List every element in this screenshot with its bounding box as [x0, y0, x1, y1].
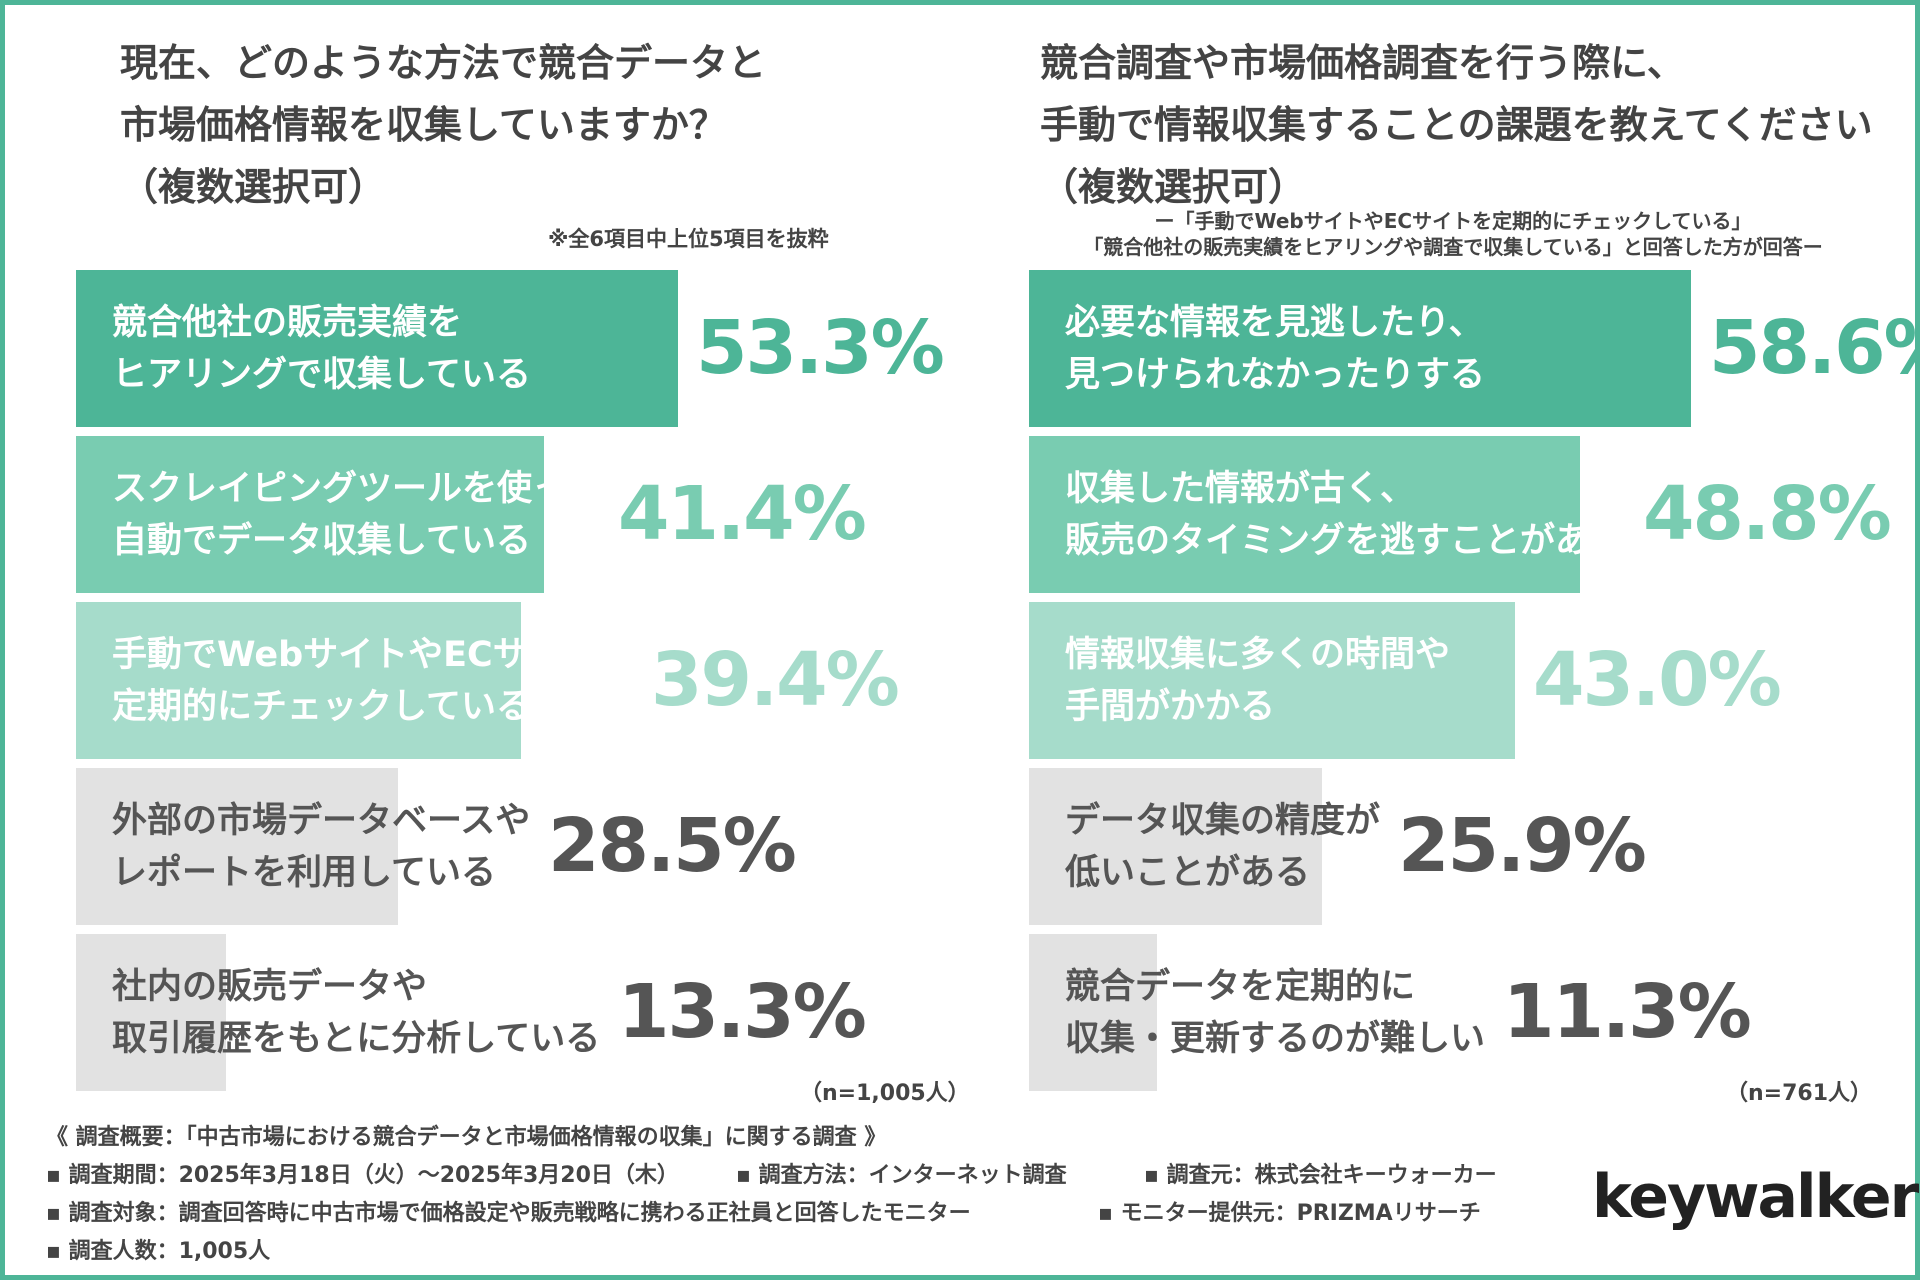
survey-period: ▪ 調査期間：2025年3月18日（火）〜2025年3月20日（木） — [46, 1163, 679, 1188]
right-bar-label-1-line-2: 見つけられなかったりする — [1065, 354, 1486, 395]
right-title-line-3: （複数選択可） — [1040, 165, 1307, 209]
right-bar-label-1-line-1: 必要な情報を見逃したり、 — [1065, 302, 1484, 343]
right-bar-label-2-line-2: 販売のタイミングを逃すことがある — [1065, 520, 1626, 561]
right-bar-1 — [1029, 270, 1691, 427]
left-bar-label-5-line-1: 社内の販売データや — [112, 966, 428, 1007]
right-note-line-1: ー「手動でWebサイトやECサイトを定期的にチェックしている」 — [1154, 209, 1752, 233]
left-bar-value-4: 28.5% — [548, 803, 797, 889]
survey-method: ▪ 調査方法：インターネット調査 — [736, 1163, 1067, 1188]
right-bar-label-5-line-1: 競合データを定期的に — [1065, 966, 1416, 1007]
right-bar-label-4: データ収集の精度が 低いことがある — [1065, 795, 1380, 899]
left-chart-note: ※全6項目中上位5項目を抜粋 — [548, 227, 829, 251]
right-bar-3 — [1029, 602, 1515, 759]
right-bar-value-5: 11.3% — [1503, 969, 1752, 1055]
keywalker-logo: keywalker — [1592, 1162, 1919, 1232]
survey-source: ▪ 調査元：株式会社キーウォーカー — [1144, 1163, 1497, 1188]
right-bar-label-3-line-1: 情報収集に多くの時間や — [1065, 634, 1451, 675]
right-chart-title: 競合調査や市場価格調査を行う際に、 手動で情報収集することの課題を教えてください… — [1040, 32, 1873, 218]
right-bar-value-2: 48.8% — [1643, 471, 1892, 557]
left-bar-value-5: 13.3% — [618, 969, 867, 1055]
survey-provider: ▪ モニター提供元：PRIZMAリサーチ — [1098, 1201, 1481, 1226]
left-bar-value-3: 39.4% — [651, 637, 900, 723]
right-chart-note: ー「手動でWebサイトやECサイトを定期的にチェックしている」 「競合他社の販売… — [1018, 208, 1888, 260]
right-title-line-2: 手動で情報収集することの課題を教えてください — [1040, 103, 1873, 147]
right-bar-4 — [1029, 768, 1322, 925]
right-bar-value-3: 43.0% — [1533, 637, 1782, 723]
left-bar-3 — [76, 602, 521, 759]
left-bar-value-1: 53.3% — [696, 305, 945, 391]
right-sample-size: （n=761人） — [1726, 1081, 1873, 1106]
survey-count: ▪ 調査人数：1,005人 — [46, 1239, 271, 1264]
left-bar-chart: 競合他社の販売実績をヒアリングで収集している 53.3% スクレイピングツールを使っ… — [76, 270, 956, 1100]
survey-row-1: ▪ 調査期間：2025年3月18日（火）〜2025年3月20日（木） ▪ 調査方法… — [46, 1158, 1497, 1194]
left-bar-label-5-line-2: 取引履歴をもとに分析している — [112, 1018, 601, 1059]
left-bar-2 — [76, 436, 544, 593]
right-bar-label-4-line-1: データ収集の精度が — [1065, 800, 1381, 841]
left-bar-label-2-line-2: 自動でデータ収集している — [112, 520, 531, 561]
survey-target: ▪ 調査対象：調査回答時に中古市場で価格設定や販売戦略に携わる正社員と回答したモ… — [46, 1201, 971, 1226]
right-note-line-2: 「競合他社の販売実績をヒアリングや調査で収集している」と回答した方が回答ー — [1083, 235, 1823, 259]
left-bar-4 — [76, 768, 398, 925]
left-bar-label-2-line-1: スクレイピングツールを使って — [112, 468, 601, 509]
left-title-line-2: 市場価格情報を収集していますか？ — [120, 103, 727, 147]
right-bar-label-4-line-2: 低いことがある — [1065, 852, 1311, 893]
right-bar-2 — [1029, 436, 1580, 593]
right-bar-label-5: 競合データを定期的に収集・更新するのが難しい — [1065, 961, 1485, 1065]
right-bar-label-2: 収集した情報が古く、販売のタイミングを逃すことがある — [1065, 463, 1625, 567]
left-bar-label-3-line-2: 定期的にチェックしている — [112, 686, 531, 727]
right-bar-value-4: 25.9% — [1398, 803, 1647, 889]
left-bar-label-4: 外部の市場データベースや レポートを利用している — [112, 795, 530, 899]
left-bar-label-4-line-1: 外部の市場データベースや — [112, 800, 531, 841]
left-bar-value-2: 41.4% — [618, 471, 867, 557]
right-bar-label-3: 情報収集に多くの時間や 手間がかかる — [1065, 629, 1450, 733]
left-bar-label-2: スクレイピングツールを使って 自動でデータ収集している — [112, 463, 600, 567]
right-title-line-1: 競合調査や市場価格調査を行う際に、 — [1040, 41, 1685, 85]
right-bar-label-5-line-2: 収集・更新するのが難しい — [1065, 1018, 1486, 1059]
left-bar-label-3-line-1: 手動でWebサイトやECサイトを — [112, 634, 633, 675]
right-bar-5 — [1029, 934, 1157, 1091]
left-bar-label-1: 競合他社の販売実績をヒアリングで収集している — [112, 297, 531, 401]
left-bar-5 — [76, 934, 226, 1091]
left-bar-label-5: 社内の販売データや取引履歴をもとに分析している — [112, 961, 600, 1065]
survey-summary-heading: 《 調査概要：「中古市場における競合データと市場価格情報の収集」に関する調査 》 — [46, 1125, 887, 1150]
left-bar-label-1-line-2: ヒアリングで収集している — [112, 354, 531, 395]
right-bar-chart: 必要な情報を見逃したり、見つけられなかったりする 58.6% 収集した情報が古く、販… — [1029, 270, 1920, 1100]
left-bar-label-4-line-2: レポートを利用している — [112, 852, 496, 893]
left-bar-label-3: 手動でWebサイトやECサイトを 定期的にチェックしている — [112, 629, 633, 733]
right-bar-label-2-line-1: 収集した情報が古く、 — [1065, 468, 1416, 509]
left-title-line-3: （複数選択可） — [120, 165, 387, 209]
right-bar-value-1: 58.6% — [1709, 305, 1920, 391]
right-bar-label-1: 必要な情報を見逃したり、 見つけられなかったりする — [1065, 297, 1485, 401]
left-chart-title: 現在、どのような方法で競合データと 市場価格情報を収集していますか？ （複数選択… — [120, 32, 766, 218]
left-bar-label-1-line-1: 競合他社の販売実績を — [112, 302, 463, 343]
survey-row-2: ▪ 調査対象：調査回答時に中古市場で価格設定や販売戦略に携わる正社員と回答したモ… — [46, 1196, 1481, 1232]
right-bar-label-3-line-2: 手間がかかる — [1065, 686, 1276, 727]
left-sample-size: （n=1,005人） — [800, 1081, 970, 1106]
left-title-line-1: 現在、どのような方法で競合データと — [120, 41, 767, 85]
left-bar-1 — [76, 270, 678, 427]
